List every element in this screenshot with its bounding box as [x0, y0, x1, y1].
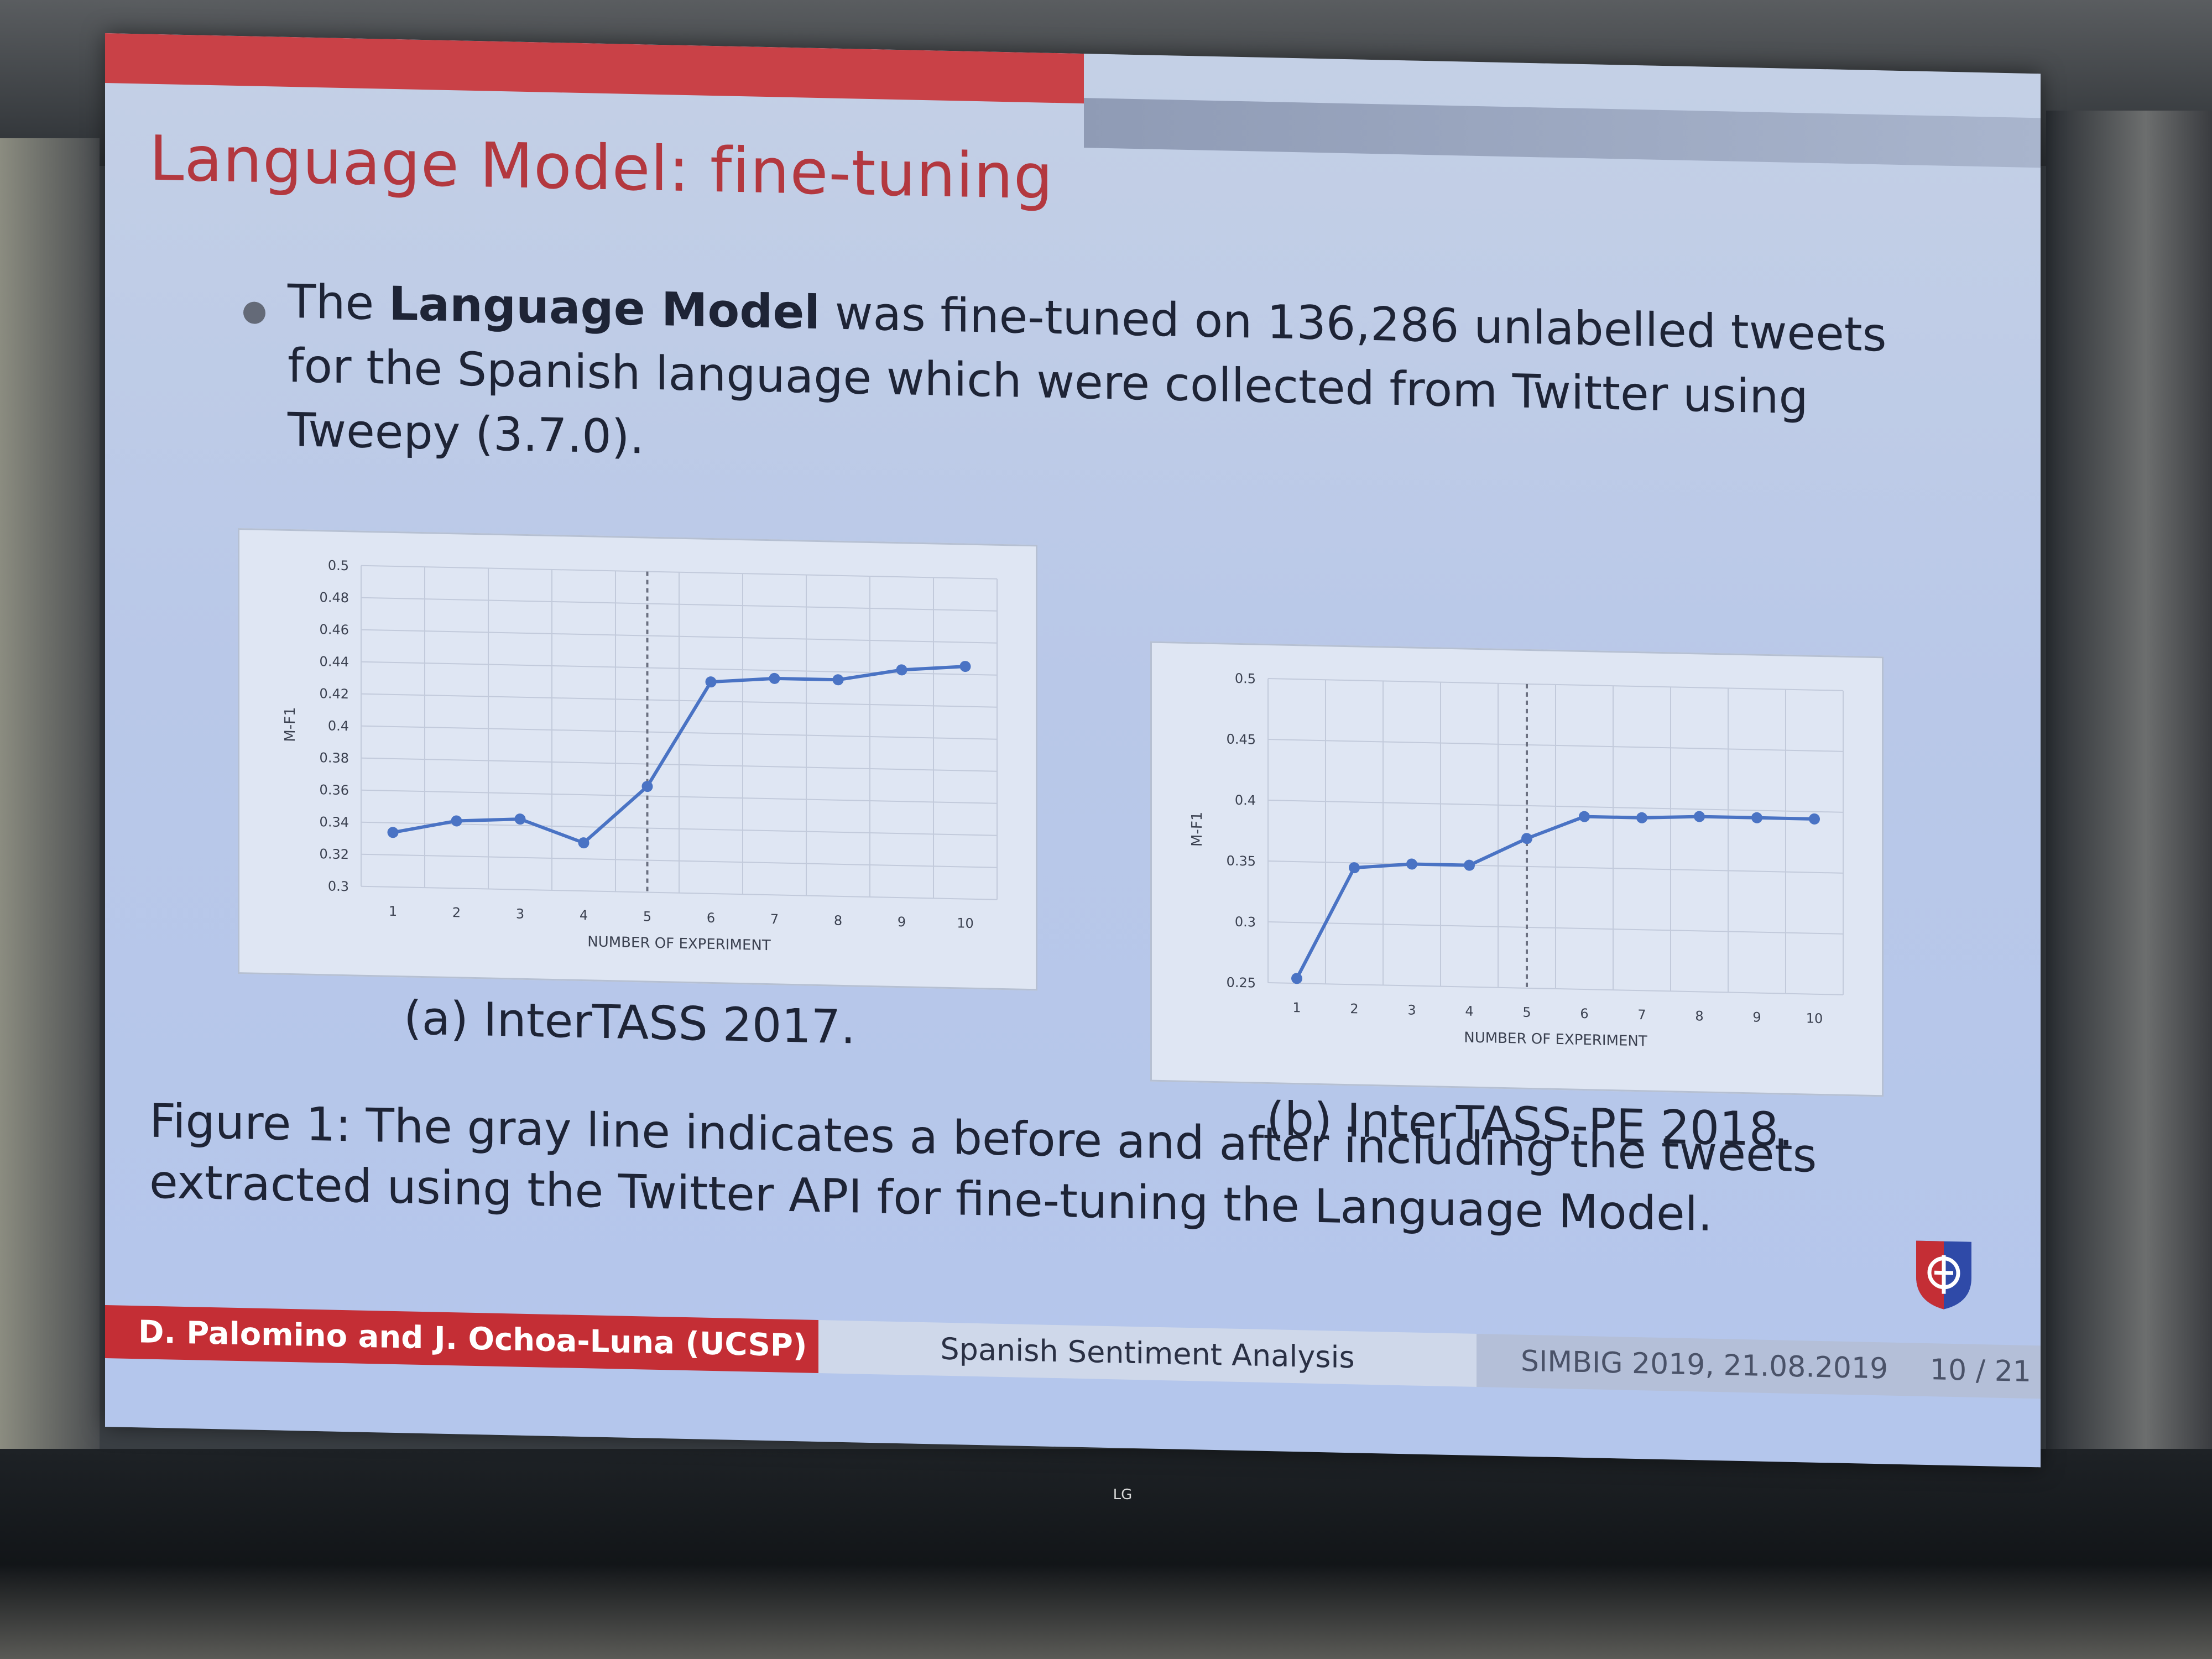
series-line	[1295, 815, 1814, 979]
y-tick-label: 0.3	[1235, 914, 1256, 930]
data-point	[1406, 858, 1417, 870]
data-point	[769, 672, 780, 684]
x-tick-label: 10	[957, 915, 974, 931]
data-point	[1291, 973, 1302, 984]
y-tick-label: 0.4	[328, 718, 349, 734]
y-tick-label: 0.36	[320, 782, 349, 798]
x-tick-label: 8	[1695, 1008, 1703, 1024]
data-point	[832, 674, 844, 686]
data-point	[705, 676, 717, 688]
y-tick-label: 0.4	[1235, 792, 1256, 808]
bullet-bold-term: Language Model	[388, 276, 821, 340]
x-tick-label: 3	[516, 906, 524, 922]
x-tick-label: 10	[1806, 1010, 1823, 1026]
y-axis-title: M-F1	[1189, 811, 1206, 847]
data-point	[1579, 811, 1590, 822]
y-tick-label: 0.32	[320, 846, 349, 862]
room-wall-left	[0, 138, 100, 1465]
bullet-text: The Language Model was fine-tuned on 136…	[288, 269, 1919, 496]
data-point	[1464, 859, 1475, 871]
x-axis-title: NUMBER OF EXPERIMENT	[587, 933, 771, 954]
footer-event: SIMBIG 2019, 21.08.2019 10 / 21	[1477, 1333, 2041, 1399]
y-tick-label: 0.25	[1227, 974, 1256, 990]
x-axis-title: NUMBER OF EXPERIMENT	[1464, 1029, 1647, 1050]
data-point	[1809, 813, 1820, 825]
x-tick-label: 1	[1292, 1000, 1301, 1015]
data-point	[959, 661, 971, 672]
x-tick-label: 4	[1465, 1004, 1473, 1019]
x-tick-label: 1	[389, 904, 397, 919]
data-point	[1521, 833, 1532, 844]
y-tick-label: 0.48	[320, 589, 349, 606]
y-tick-label: 0.5	[1235, 671, 1256, 687]
x-tick-label: 5	[1522, 1005, 1531, 1020]
data-point	[1694, 811, 1705, 822]
x-tick-label: 2	[1350, 1001, 1358, 1016]
room-wall-right	[2046, 111, 2212, 1521]
data-point	[451, 815, 462, 827]
y-tick-label: 0.3	[328, 878, 349, 894]
slide-title: Language Model: fine-tuning	[149, 122, 1053, 213]
y-tick-label: 0.45	[1227, 731, 1256, 747]
x-tick-label: 8	[834, 913, 842, 928]
x-tick-label: 5	[643, 909, 651, 924]
x-tick-label: 7	[770, 911, 779, 927]
footer-event-date: SIMBIG 2019, 21.08.2019	[1521, 1344, 1888, 1386]
x-tick-label: 6	[1580, 1006, 1588, 1021]
series-line	[392, 665, 966, 845]
y-tick-label: 0.44	[320, 654, 349, 670]
data-point	[514, 813, 526, 825]
data-point	[387, 827, 399, 838]
bullet-dot-icon	[243, 301, 265, 325]
x-tick-label: 9	[898, 914, 906, 930]
data-point	[1636, 812, 1647, 823]
data-point	[578, 837, 589, 849]
tv-bezel-bottom	[0, 1449, 2212, 1659]
data-point	[896, 664, 907, 676]
y-tick-label: 0.38	[320, 750, 349, 766]
presentation-slide: Language Model: fine-tuning The Language…	[105, 33, 2041, 1468]
footer-authors: D. Palomino and J. Ochoa-Luna (UCSP)	[105, 1305, 818, 1374]
x-tick-label: 4	[580, 907, 588, 923]
x-tick-label: 6	[707, 910, 715, 926]
y-tick-label: 0.46	[320, 622, 349, 638]
y-tick-label: 0.42	[320, 686, 349, 702]
header-gray-band	[1084, 98, 2041, 168]
footer-talk-title: Spanish Sentiment Analysis	[818, 1320, 1477, 1387]
y-tick-label: 0.35	[1227, 853, 1256, 869]
data-point	[1349, 862, 1360, 874]
x-tick-label: 7	[1637, 1007, 1646, 1022]
chart-b-svg: 0.25 0.3 0.35 0.4 0.45 0.5 1 2 3 4 5 6 7 8 9 10 NUMBER O…	[1189, 671, 1844, 1050]
university-shield-icon	[1916, 1240, 1971, 1310]
x-tick-label: 9	[1752, 1009, 1761, 1025]
x-tick-label: 3	[1407, 1002, 1416, 1018]
bullet-prefix: The	[288, 274, 389, 331]
chart-a-svg: 0.3 0.32 0.34 0.36 0.38 0.4 0.42 0.44 0.46 0.48 0.…	[282, 557, 998, 954]
tv-brand-logo: LG	[1113, 1486, 1133, 1503]
data-point	[641, 781, 653, 792]
chart-intertass-pe-2018: 0.25 0.3 0.35 0.4 0.45 0.5 1 2 3 4 5 6 7 8 9 10 NUMBER O…	[1150, 641, 1884, 1097]
chart-intertass-2017: 0.3 0.32 0.34 0.36 0.38 0.4 0.42 0.44 0.46 0.48 0.…	[238, 528, 1037, 991]
x-tick-label: 2	[452, 905, 461, 920]
y-tick-label: 0.34	[320, 814, 349, 830]
slide-footer: D. Palomino and J. Ochoa-Luna (UCSP) Spa…	[105, 1305, 2041, 1399]
footer-page-number: 10 / 21	[1930, 1353, 2031, 1389]
y-axis-title: M-F1	[282, 707, 299, 742]
y-tick-label: 0.5	[328, 557, 349, 573]
data-point	[1751, 812, 1762, 823]
caption-a: (a) InterTASS 2017.	[404, 990, 855, 1055]
